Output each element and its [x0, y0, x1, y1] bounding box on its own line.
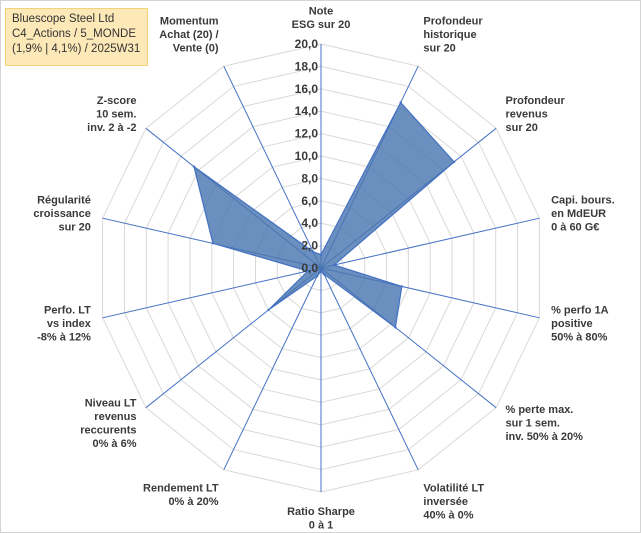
axis-label-line: revenus	[506, 108, 548, 120]
data-point	[452, 160, 456, 164]
data-point	[322, 272, 326, 276]
axis-label-line: Volatilité LT	[423, 483, 484, 495]
axis-label-line: 50% à 80%	[551, 332, 607, 344]
axis-label-line: Achat (20) /	[159, 29, 218, 41]
tick-label: 10,0	[295, 149, 319, 163]
axis-label-line: Momentum	[160, 15, 219, 27]
axis-label-line: croissance	[33, 208, 90, 220]
axis-label-line: inv. 2 à -2	[87, 122, 136, 134]
tick-label: 16,0	[295, 82, 319, 96]
axis-label-line: 0 à 1	[309, 520, 333, 532]
axis-label-line: positive	[551, 318, 593, 330]
axis-label: Perfo. LT vs index -8% à 12%	[37, 305, 92, 344]
axis-label-line: 40% à 0%	[423, 510, 473, 522]
axis-label-line: sur 20	[58, 221, 90, 233]
axis-label: Profondeur revenus sur 20	[506, 95, 566, 134]
data-point	[306, 269, 310, 273]
axis-label-line: sur 20	[506, 122, 538, 134]
axis-label-line: Ratio Sharpe	[287, 506, 355, 518]
axis-label-line: Perfo. LT	[44, 305, 91, 317]
axis-label: Capi. bours. en MdEUR 0 à 60 G€	[551, 194, 615, 233]
data-point	[332, 263, 336, 267]
axis-spoke	[320, 267, 419, 471]
tick-label: 0,0	[301, 261, 318, 275]
data-point	[319, 253, 323, 256]
axis-label-line: Capi. bours.	[551, 194, 615, 206]
axis-label: Momentum Achat (20) / Vente (0)	[159, 15, 219, 54]
data-point	[394, 326, 397, 329]
axis-label: % perfo 1A positive 50% à 80%	[551, 305, 609, 344]
axis-label-line: inv. 50% à 20%	[506, 431, 584, 443]
axis-label-line: Z-score	[97, 95, 137, 107]
axis-label: Volatilité LT inversée 40% à 0%	[423, 483, 484, 522]
axis-label-line: vs index	[47, 318, 92, 330]
tick-label: 20,0	[295, 37, 319, 51]
data-point	[211, 242, 215, 245]
tick-label: 12,0	[295, 127, 319, 141]
axis-label: Niveau LT revenus reccurents 0% à 6%	[80, 397, 137, 450]
axis-label-line: sur 20	[423, 42, 455, 54]
axis-label-line: Niveau LT	[85, 397, 137, 409]
tick-label: 18,0	[295, 59, 319, 73]
axis-label: Ratio Sharpe 0 à 1	[287, 506, 355, 532]
data-point	[315, 274, 319, 278]
tick-label: 6,0	[301, 194, 318, 208]
axis-label-line: inversée	[423, 496, 468, 508]
axis-label: Régularité croissance sur 20	[33, 194, 90, 233]
data-point	[312, 250, 315, 254]
category-label: C4_Actions / 5_MONDE	[12, 28, 136, 40]
axis-label-line: Vente (0)	[173, 42, 219, 54]
axis-spoke	[223, 267, 322, 471]
axis-spoke	[102, 267, 322, 319]
axis-label-line: en MdEUR	[551, 208, 606, 220]
axis-label: % perte max. sur 1 sem. inv. 50% à 20%	[506, 404, 584, 443]
axis-label-line: reccurents	[80, 424, 136, 436]
series-area	[193, 101, 455, 329]
axis-label-line: 0% à 6%	[92, 438, 136, 450]
axis-label-line: revenus	[94, 411, 136, 423]
axis-label: Note ESG sur 20	[292, 6, 351, 32]
data-point	[399, 101, 402, 104]
axis-label-line: -8% à 12%	[37, 332, 91, 344]
axis-label-line: ESG sur 20	[292, 19, 351, 31]
axis-label-line: % perfo 1A	[551, 305, 609, 317]
data-point	[400, 285, 403, 288]
axis-label: Z-score 10 sem. inv. 2 à -2	[87, 95, 136, 134]
axis-label: Rendement LT 0% à 20%	[143, 483, 219, 509]
tick-label: 4,0	[301, 216, 318, 230]
info-box: Bluescope Steel Ltd C4_Actions / 5_MONDE…	[5, 8, 148, 66]
tick-label: 8,0	[301, 171, 318, 185]
axis-label-line: Rendement LT	[143, 483, 219, 495]
tick-label: 2,0	[301, 239, 318, 253]
axis-label-line: Profondeur	[506, 95, 566, 107]
axis-label-line: Régularité	[37, 194, 91, 206]
axis-label-line: 0% à 20%	[168, 496, 218, 508]
axis-label-line: historique	[423, 29, 476, 41]
axis-label: Profondeur historique sur 20	[423, 15, 483, 54]
data-point	[267, 308, 270, 312]
axis-spoke	[223, 65, 322, 269]
axis-label-line: sur 1 sem.	[506, 418, 560, 430]
axis-label-line: % perte max.	[506, 404, 574, 416]
data-point	[319, 270, 323, 273]
axis-label-line: 10 sem.	[96, 108, 136, 120]
axis-label-line: 0 à 60 G€	[551, 221, 599, 233]
axis-spoke	[320, 217, 540, 269]
period-label: (1,9% | 4,1%) / 2025W31	[12, 43, 141, 55]
data-point	[192, 165, 196, 168]
axis-label-line: Profondeur	[423, 15, 483, 27]
axis-label-line: Note	[309, 6, 333, 18]
tick-label: 14,0	[295, 104, 319, 118]
company-name: Bluescope Steel Ltd	[12, 13, 115, 25]
